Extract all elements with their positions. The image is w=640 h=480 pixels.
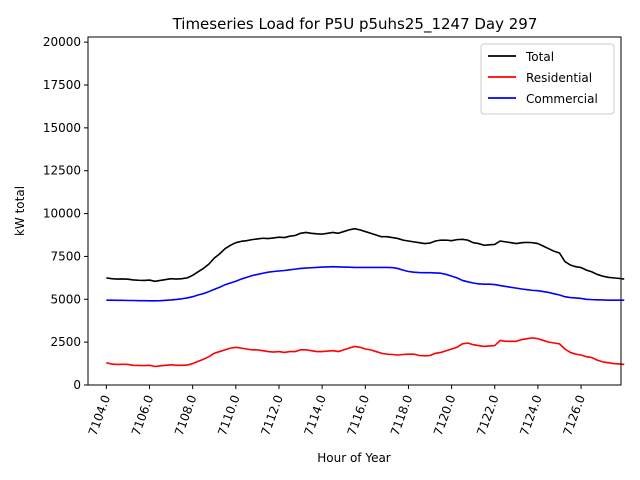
series-line-residential — [106, 337, 625, 368]
series-line-total — [106, 227, 625, 283]
series-layer — [106, 227, 625, 368]
y-tick-label: 0 — [73, 378, 81, 392]
legend-box — [480, 43, 615, 115]
y-tick-label: 7500 — [50, 249, 81, 263]
y-tick-label: 20000 — [43, 35, 81, 49]
y-tick-label: 10000 — [43, 207, 81, 221]
legend-label-commercial: Commercial — [526, 92, 598, 106]
series-line-commercial — [106, 265, 625, 302]
y-axis-label: kW total — [13, 186, 27, 236]
y-tick-label: 5000 — [50, 292, 81, 306]
legend-label-residential: Residential — [526, 71, 592, 85]
y-tick-label: 15000 — [43, 121, 81, 135]
chart-title: Timeseries Load for P5U p5uhs25_1247 Day… — [172, 15, 538, 34]
x-axis-label: Hour of Year — [317, 451, 391, 465]
y-tick-label: 2500 — [50, 335, 81, 349]
plot-frame — [87, 36, 622, 386]
y-axis: 0 2500 5000 7500 10000 12500 15000 17500 20000 — [43, 35, 88, 392]
y-tick-label: 17500 — [43, 78, 81, 92]
y-tick-label: 12500 — [43, 164, 81, 178]
legend-label-total: Total — [525, 50, 554, 64]
legend: Total Residential Commercial — [480, 43, 615, 115]
